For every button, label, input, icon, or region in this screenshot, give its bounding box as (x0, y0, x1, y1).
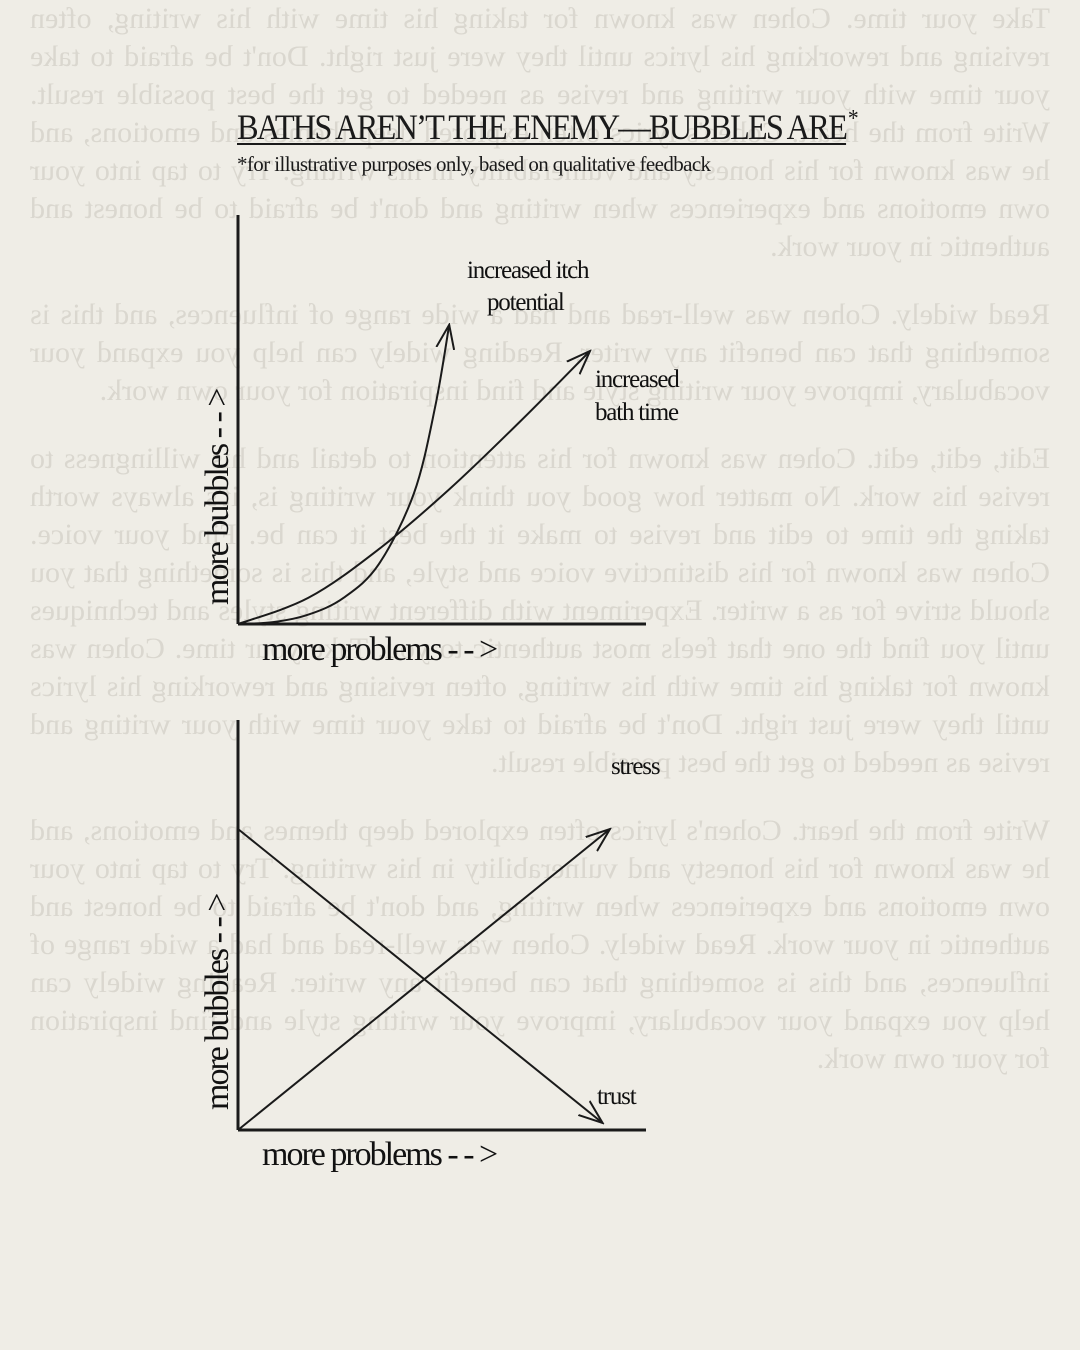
series-label-stress: stress (611, 753, 660, 780)
chart-itch-bath: more bubbles - - > more problems - - > i… (199, 215, 684, 668)
page-title: BATHS AREN’T THE ENEMY—BUBBLES ARE* (237, 106, 859, 148)
series-layer (237, 828, 610, 1131)
series-label-bath-line2: bath time (595, 399, 679, 426)
y-axis-label: more bubbles - - > (199, 894, 236, 1110)
series-label-bath: increased bath time (595, 366, 684, 426)
title-asterisk: * (847, 106, 859, 132)
series-line-trust (237, 828, 603, 1123)
page-subtitle: *for illustrative purposes only, based o… (237, 152, 711, 176)
series-label-itch-line2: potential (487, 289, 565, 316)
page-title-text: BATHS AREN’T THE ENEMY—BUBBLES ARE (237, 107, 848, 147)
x-axis-label: more problems - - > (262, 1136, 497, 1173)
y-axis-label: more bubbles - - > (199, 389, 236, 605)
series-line-increased-bath-time (237, 351, 590, 625)
series-label-itch-line1: increased itch (467, 257, 590, 284)
series-layer (237, 325, 590, 625)
series-label-bath-line1: increased (595, 366, 680, 393)
series-label-trust: trust (597, 1083, 637, 1110)
series-label-itch: increased itch potential (467, 257, 593, 316)
x-axis-label: more problems - - > (262, 631, 497, 668)
series-line-increased-itch-potential (237, 325, 449, 625)
chart-stress-trust: more bubbles - - > more problems - - > s… (199, 720, 661, 1173)
